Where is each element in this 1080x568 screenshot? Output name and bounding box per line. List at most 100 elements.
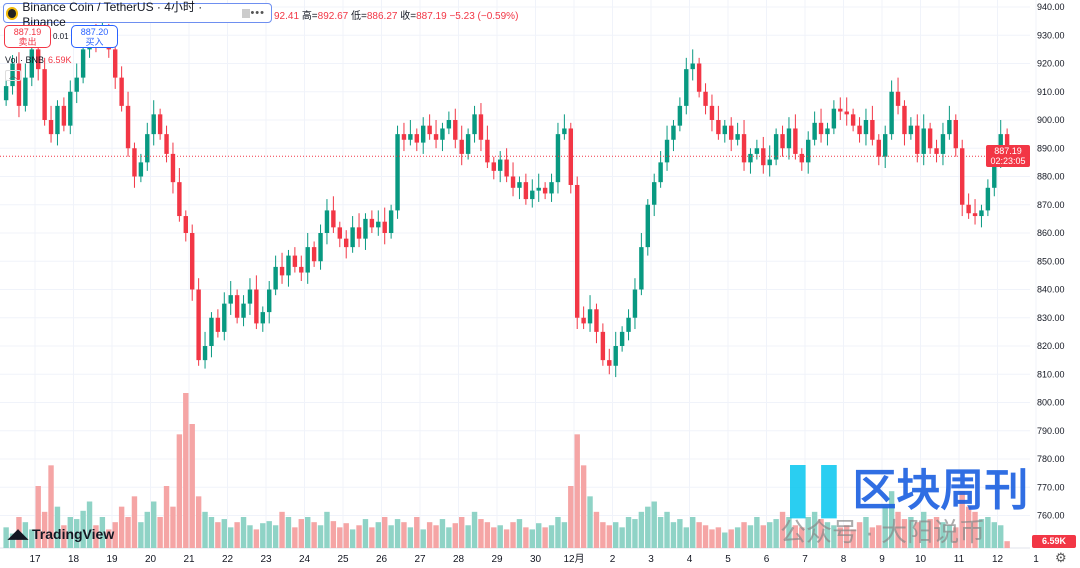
x-tick-label: 17 [29,554,41,565]
flag-icon[interactable] [242,8,251,18]
tradingview-logo[interactable]: ◢◣ TradingView [8,526,114,542]
candle-body [671,125,676,140]
candle-body [542,187,548,194]
volume-bar [799,527,805,548]
volume-bar [292,527,298,548]
volume-bar [330,521,337,548]
low-value: 886.27 [366,11,398,22]
candle-body [401,134,407,140]
tradingview-text: TradingView [32,526,115,542]
bar-countdown: 02:23:05 [990,156,1026,166]
volume-bar [183,393,189,548]
candle-body [125,105,131,149]
candle-body [992,156,997,188]
volume-bar [67,517,73,548]
candle-body [818,122,824,135]
candle-body [523,182,529,200]
volume-bar [921,511,927,548]
symbol-legend[interactable]: Binance Coin / TetherUS · 4小时 · Binance … [3,0,272,29]
volume-bar [22,522,29,548]
collapse-icon[interactable]: ︿ [5,70,21,81]
volume-tag: 6.59K [1032,535,1076,548]
x-tick-label: 29 [491,554,503,565]
buy-button[interactable]: 887.20 买入 [71,25,118,48]
open-value: 92.41 [274,11,300,22]
candle-body [555,134,561,183]
candle-body [915,125,920,154]
candle-body [972,213,978,217]
volume-bar [574,434,580,548]
volume-bar [773,519,779,548]
y-tick-label: 840.00 [1037,285,1065,295]
candle-body [703,91,708,106]
candle-body [953,120,958,149]
candle-body [132,148,137,177]
candle-body [767,159,772,166]
more-button[interactable]: ••• [250,7,265,19]
candle-body [286,255,291,276]
symbol-title: Binance Coin / TetherUS · 4小时 · Binance [22,0,203,29]
volume-bar [215,522,221,548]
candle-body [356,227,362,239]
volume-bar [844,525,850,548]
x-tick-label: 6 [764,554,770,565]
candle-body [889,91,894,135]
volume-legend[interactable]: Vol · BNB 6.59K [5,55,72,65]
volume-bar [593,511,600,548]
last-price: 887.19 [994,146,1022,156]
settings-gear-icon[interactable]: ⚙ [1055,550,1067,565]
volume-bar [420,529,426,548]
volume-bar [240,517,247,548]
volume-bar [818,519,824,548]
candle-body [786,128,792,149]
volume-bar [478,519,484,548]
volume-bar [555,517,561,548]
volume-bar [279,511,285,548]
volume-bar [670,522,677,548]
candle-body [254,289,259,324]
x-tick-label: 1 [1033,554,1039,565]
volume-bar [48,465,54,548]
candle-body [311,247,317,262]
volume-bar [86,501,93,548]
volume-bar [260,523,266,548]
volume-bar [9,533,16,548]
candle-body [478,114,484,140]
candle-body [61,105,67,126]
candle-body [632,289,638,318]
candle-body [741,134,747,163]
candle-body [427,125,432,135]
y-tick-label: 790.00 [1037,426,1065,436]
candle-body [446,120,452,129]
volume-bar [459,517,465,548]
candle-body [908,125,914,135]
volume-bar [613,522,619,548]
x-tick-label: 27 [414,554,426,565]
volume-bar [876,525,882,548]
candle-body [170,153,176,183]
x-tick-label: 3 [648,554,654,565]
y-tick-label: 870.00 [1037,200,1065,210]
volume-bar [580,465,587,548]
volume-bar [362,519,369,548]
candle-body [709,105,715,120]
volume-bar [112,522,118,548]
candle-body [42,69,47,120]
volume-bar [3,527,9,548]
buy-price: 887.20 [80,27,109,37]
sell-button[interactable]: 887.19 卖出 [4,25,51,48]
volume-bar [401,522,407,548]
candle-body [465,134,471,154]
candle-body [369,218,375,228]
y-tick-label: 860.00 [1037,228,1065,238]
x-tick-label: 4 [687,554,693,565]
candle-body [421,125,426,143]
volume-bar [523,527,529,548]
volume-bar [221,519,227,548]
candle-body [639,247,644,290]
volume-bar [446,527,452,548]
volume-bar [901,519,908,548]
x-tick-label: 7 [802,554,808,565]
volume-bar [991,522,997,548]
